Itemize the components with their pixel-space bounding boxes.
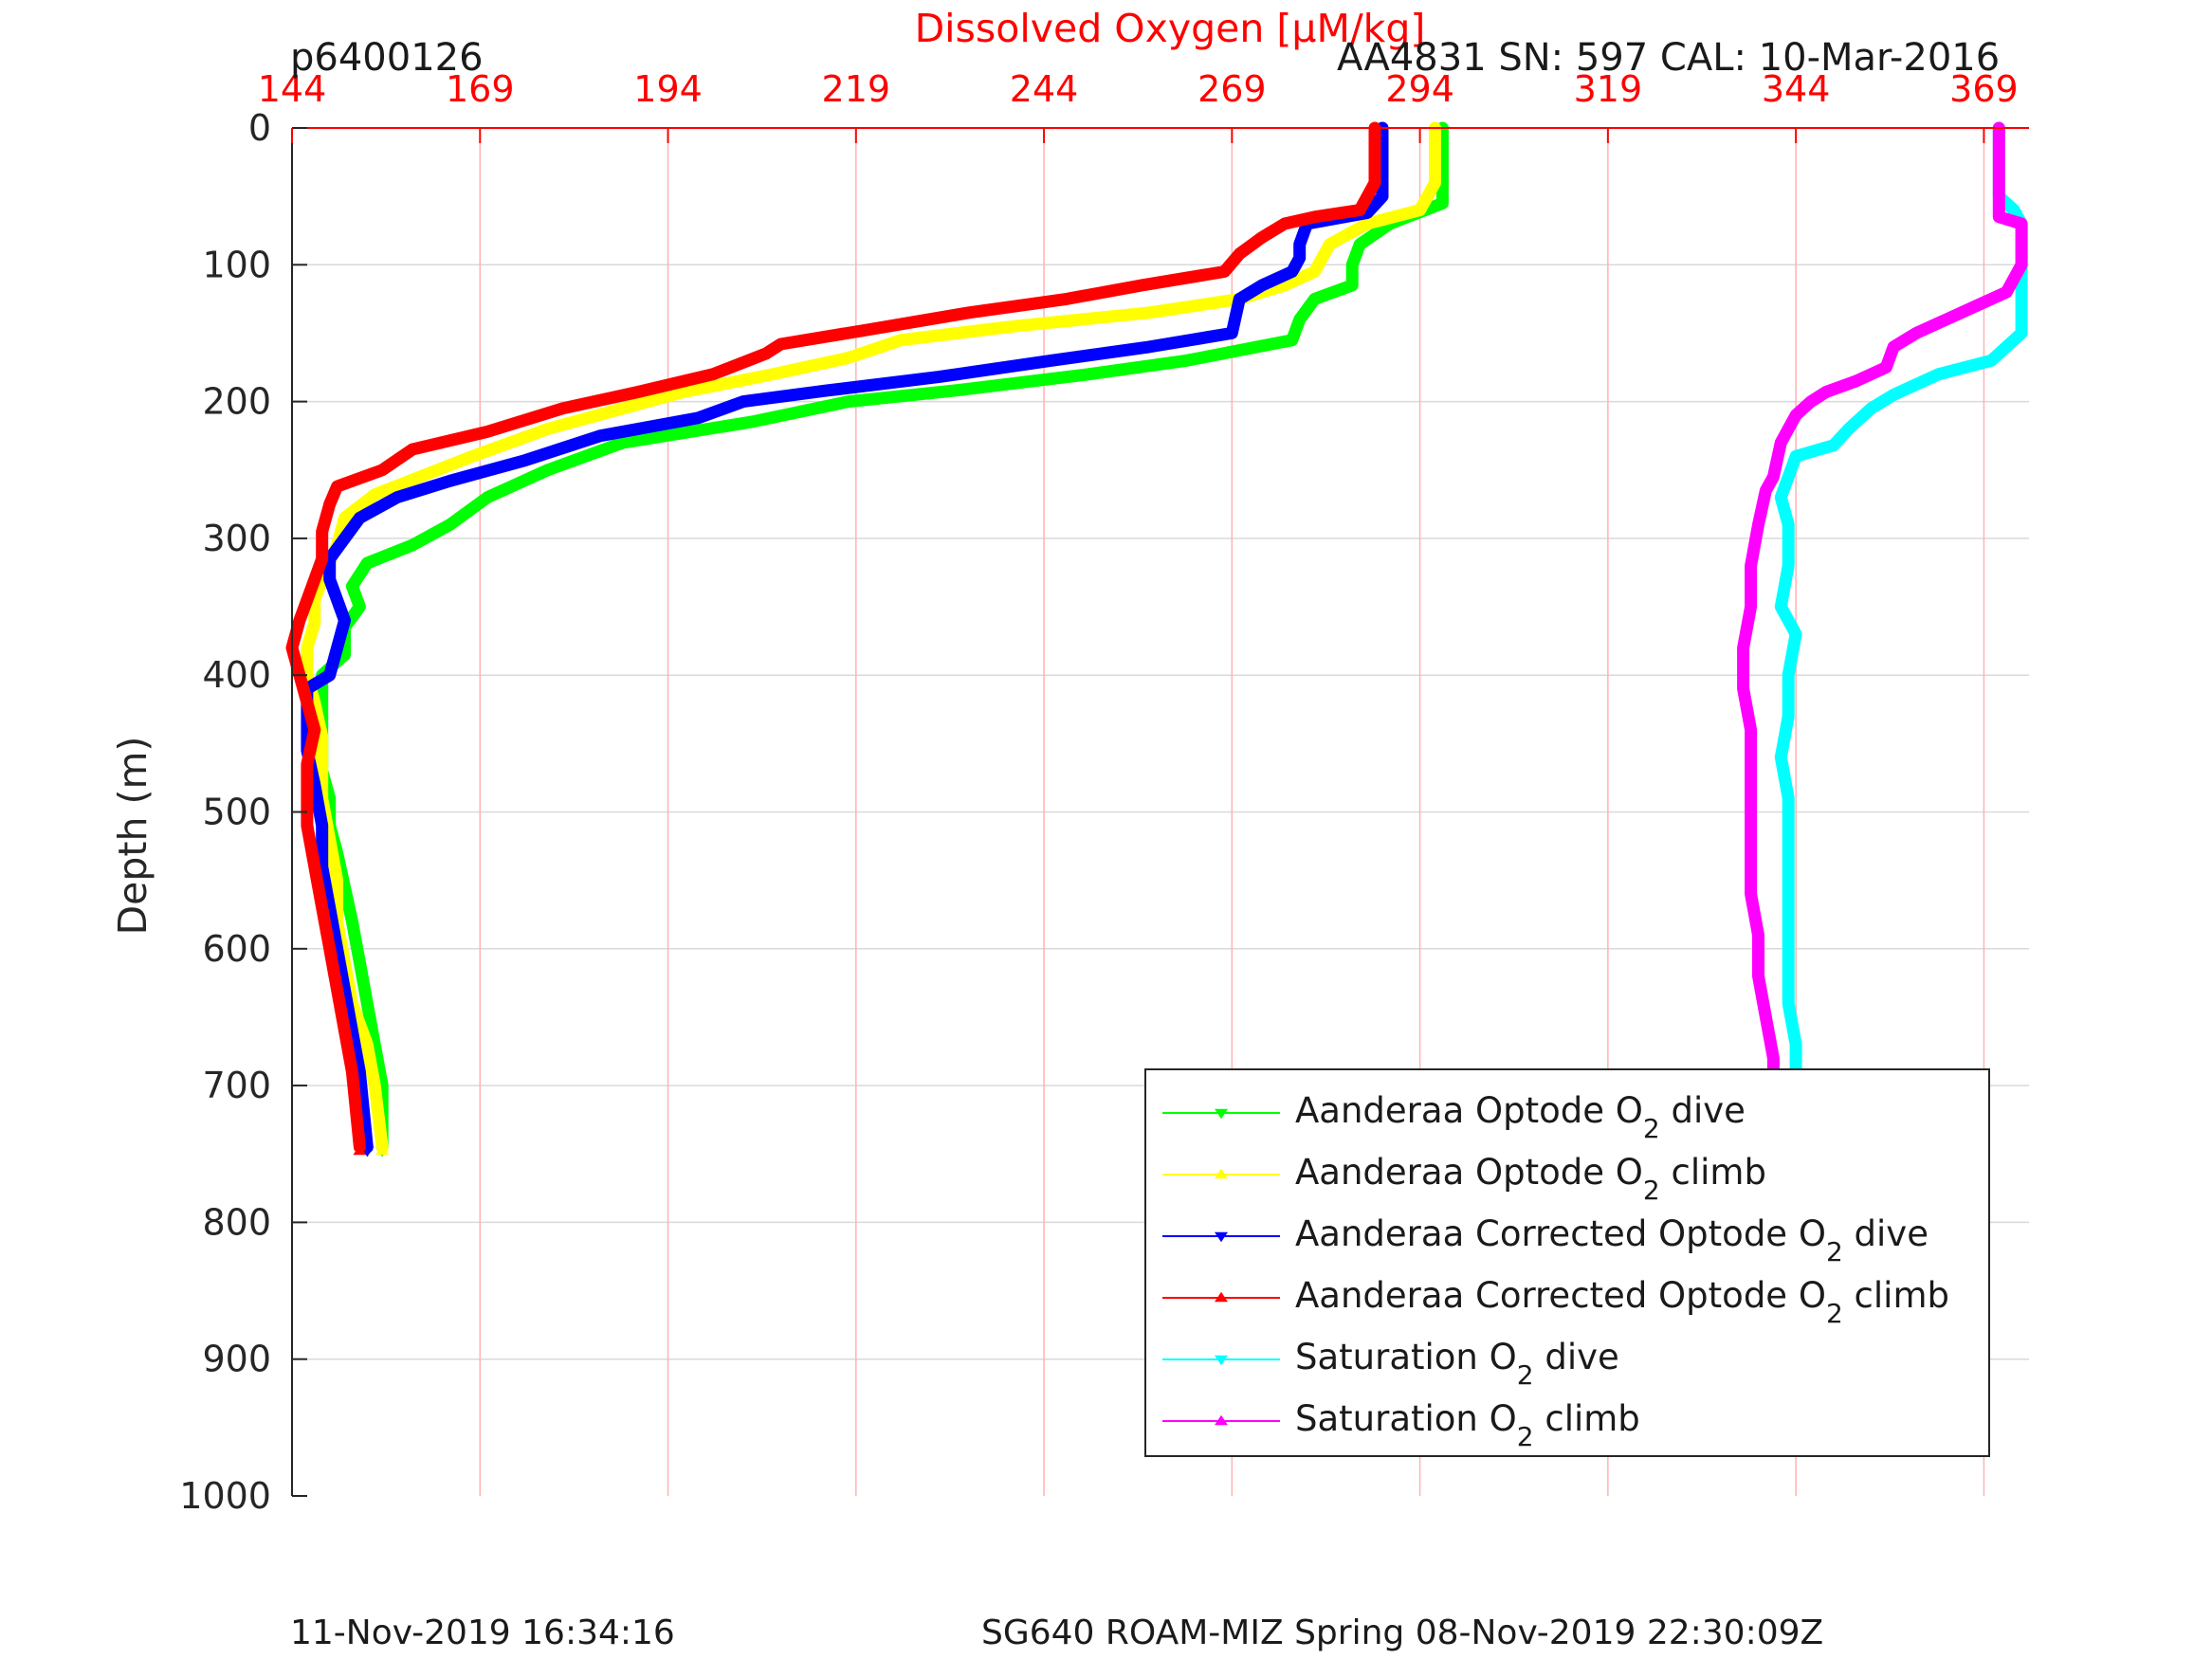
- y-tick-label: 500: [202, 792, 271, 833]
- series-end-marker: [375, 1144, 390, 1156]
- series-line: [301, 121, 1389, 1154]
- x-tick-label: 244: [1010, 68, 1079, 110]
- x-tick-label: 344: [1762, 68, 1831, 110]
- x-tick-label: 144: [258, 68, 327, 110]
- x-tick-label: 194: [633, 68, 703, 110]
- series-line: [285, 121, 1381, 1154]
- y-tick-label: 100: [202, 244, 271, 285]
- x-tick-label: 369: [1949, 68, 2019, 110]
- legend-marker: [1215, 1291, 1228, 1303]
- series-end-marker: [353, 1144, 367, 1156]
- legend-label: Aanderaa Optode O2 climb: [1295, 1152, 1766, 1206]
- y-tick-label: 300: [202, 518, 271, 559]
- y-tick-label: 0: [248, 107, 271, 149]
- series-line: [316, 121, 1449, 1154]
- y-axis-label: Depth (m): [110, 737, 155, 936]
- y-tick-label: 400: [202, 654, 271, 696]
- legend-box: [1144, 1068, 1990, 1457]
- x-axis-label: Dissolved Oxygen [μM/kg]: [915, 6, 1426, 51]
- legend-label: Aanderaa Optode O2 dive: [1295, 1090, 1746, 1144]
- y-tick-label: 800: [202, 1201, 271, 1243]
- legend-label: Aanderaa Corrected Optode O2 climb: [1295, 1275, 1949, 1329]
- y-tick-label: 200: [202, 381, 271, 423]
- y-tick-label: 900: [202, 1339, 271, 1380]
- y-tick-label: 700: [202, 1065, 271, 1106]
- x-tick-label: 319: [1574, 68, 1643, 110]
- y-tick-label: 1000: [179, 1475, 271, 1517]
- x-tick-label: 269: [1197, 68, 1267, 110]
- legend-marker: [1215, 1355, 1228, 1366]
- legend-label: Aanderaa Corrected Optode O2 dive: [1295, 1213, 1929, 1267]
- x-tick-label: 219: [822, 68, 891, 110]
- footer-timestamp: 11-Nov-2019 16:34:16: [290, 1613, 675, 1652]
- y-tick-label: 600: [202, 928, 271, 970]
- footer-mission: SG640 ROAM-MIZ Spring 08-Nov-2019 22:30:…: [981, 1613, 1824, 1652]
- profile-id: p6400126: [290, 36, 484, 80]
- series-line: [301, 121, 1441, 1154]
- x-tick-label: 294: [1385, 68, 1454, 110]
- series-line: [1737, 121, 2028, 1154]
- legend-marker: [1215, 1231, 1228, 1243]
- axes-layer: 0 100 200 300 400 500 600 700 800 900 1000 144 169 19…: [110, 6, 2029, 1517]
- legend-label: Saturation O2 climb: [1295, 1398, 1640, 1452]
- legend-label: Saturation O2 dive: [1295, 1337, 1619, 1391]
- legend: Aanderaa Optode O2 dive Aanderaa Optode O…: [1144, 1068, 1990, 1457]
- legend-marker: [1215, 1108, 1228, 1120]
- series-line: [1774, 121, 2028, 1154]
- series-layer: [285, 121, 2028, 1158]
- sensor-info: AA4831 SN: 597 CAL: 10-Mar-2016: [1337, 36, 2001, 80]
- legend-marker: [1215, 1168, 1228, 1179]
- legend-marker: [1215, 1414, 1228, 1426]
- x-tick-label: 169: [446, 68, 515, 110]
